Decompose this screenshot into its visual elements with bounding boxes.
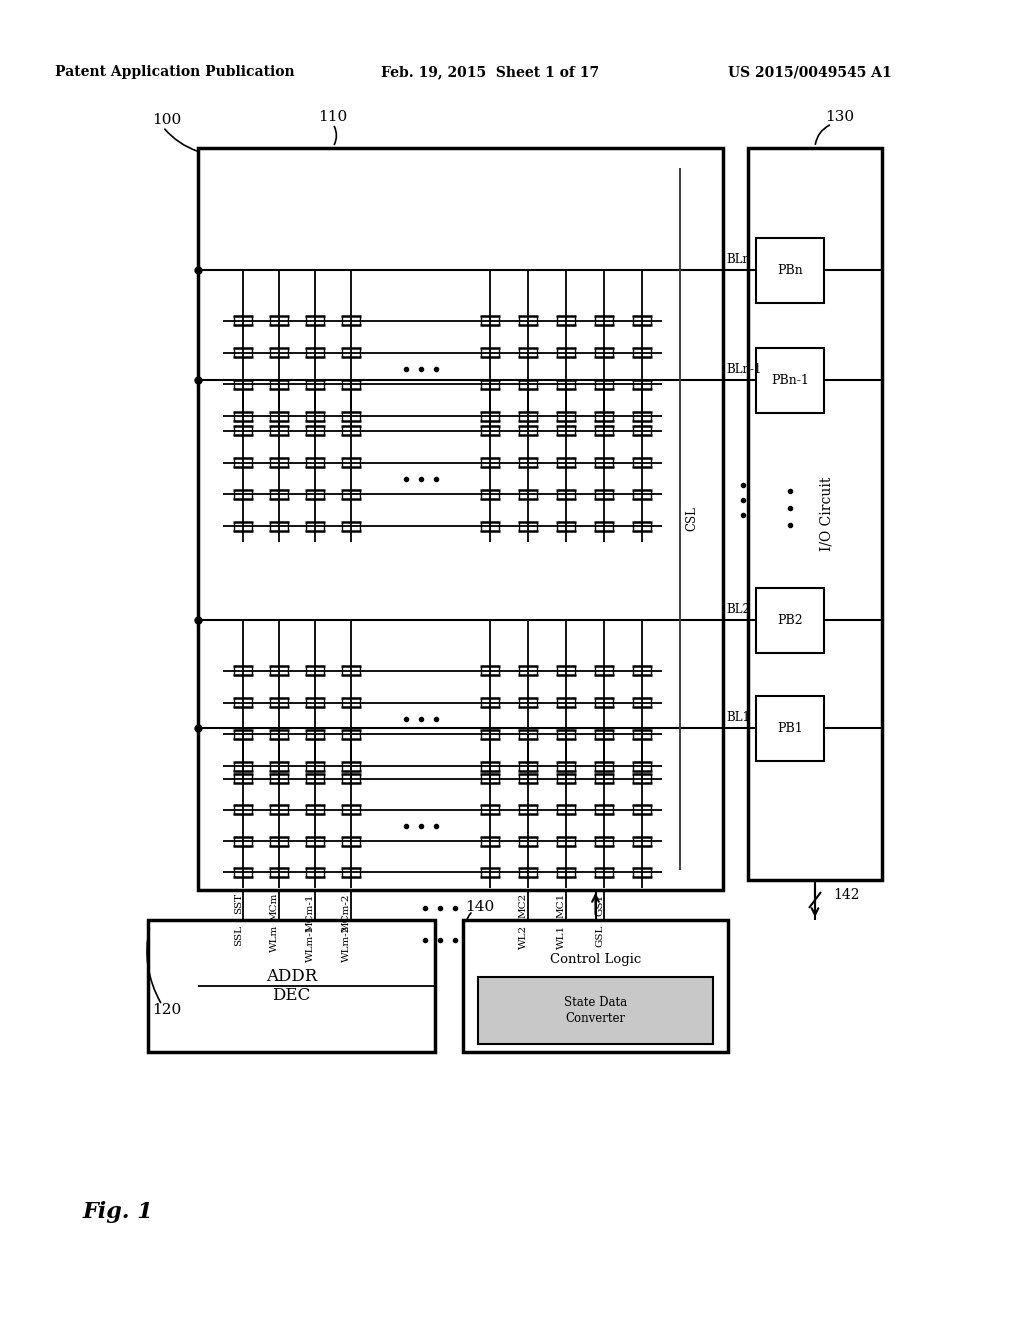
Text: MCm-1: MCm-1	[306, 894, 315, 932]
Text: 110: 110	[318, 110, 347, 124]
Text: PB2: PB2	[777, 614, 803, 627]
Text: MCm: MCm	[270, 894, 279, 921]
Bar	[756, 347, 824, 412]
Text: WL1: WL1	[557, 925, 566, 949]
Text: PBn-1: PBn-1	[771, 374, 809, 387]
Text: 130: 130	[825, 110, 855, 124]
Bar	[756, 696, 824, 760]
Bar	[756, 587, 824, 652]
Text: Patent Application Publication: Patent Application Publication	[55, 65, 295, 79]
Bar	[198, 148, 723, 890]
Text: BLn-1: BLn-1	[726, 363, 762, 376]
Bar	[756, 238, 824, 302]
Text: BLn: BLn	[726, 253, 750, 267]
Text: WL2: WL2	[519, 925, 528, 949]
Text: I/O Circuit: I/O Circuit	[820, 477, 834, 552]
Text: CSL: CSL	[685, 507, 698, 532]
Bar	[463, 920, 728, 1052]
Text: 142: 142	[833, 888, 859, 902]
Text: BL2: BL2	[726, 603, 750, 616]
Text: MC1: MC1	[557, 894, 566, 919]
Text: WLm: WLm	[270, 925, 279, 952]
Bar	[748, 148, 882, 880]
Text: Fig. 1: Fig. 1	[83, 1201, 154, 1224]
Text: US 2015/0049545 A1: US 2015/0049545 A1	[728, 65, 892, 79]
Text: SST: SST	[234, 894, 243, 915]
Text: PBn: PBn	[777, 264, 803, 276]
Bar	[478, 977, 713, 1044]
Text: ADDR
DEC: ADDR DEC	[266, 968, 317, 1005]
Text: WLm-1: WLm-1	[306, 925, 315, 962]
Text: MCm-2: MCm-2	[342, 894, 351, 932]
Text: PB1: PB1	[777, 722, 803, 734]
Text: BL1: BL1	[726, 711, 750, 723]
Text: Control Logic: Control Logic	[550, 953, 641, 966]
Text: Feb. 19, 2015  Sheet 1 of 17: Feb. 19, 2015 Sheet 1 of 17	[381, 65, 599, 79]
Text: WLm-2: WLm-2	[342, 925, 351, 962]
Text: SSL: SSL	[234, 925, 243, 946]
Text: State Data
Converter: State Data Converter	[564, 997, 627, 1024]
Text: 140: 140	[465, 900, 495, 913]
Text: GST: GST	[595, 894, 604, 916]
Text: MC2: MC2	[519, 894, 528, 919]
Text: GSL: GSL	[595, 925, 604, 948]
Bar	[148, 920, 435, 1052]
Text: 100: 100	[152, 114, 181, 127]
Text: 120: 120	[152, 1003, 181, 1016]
